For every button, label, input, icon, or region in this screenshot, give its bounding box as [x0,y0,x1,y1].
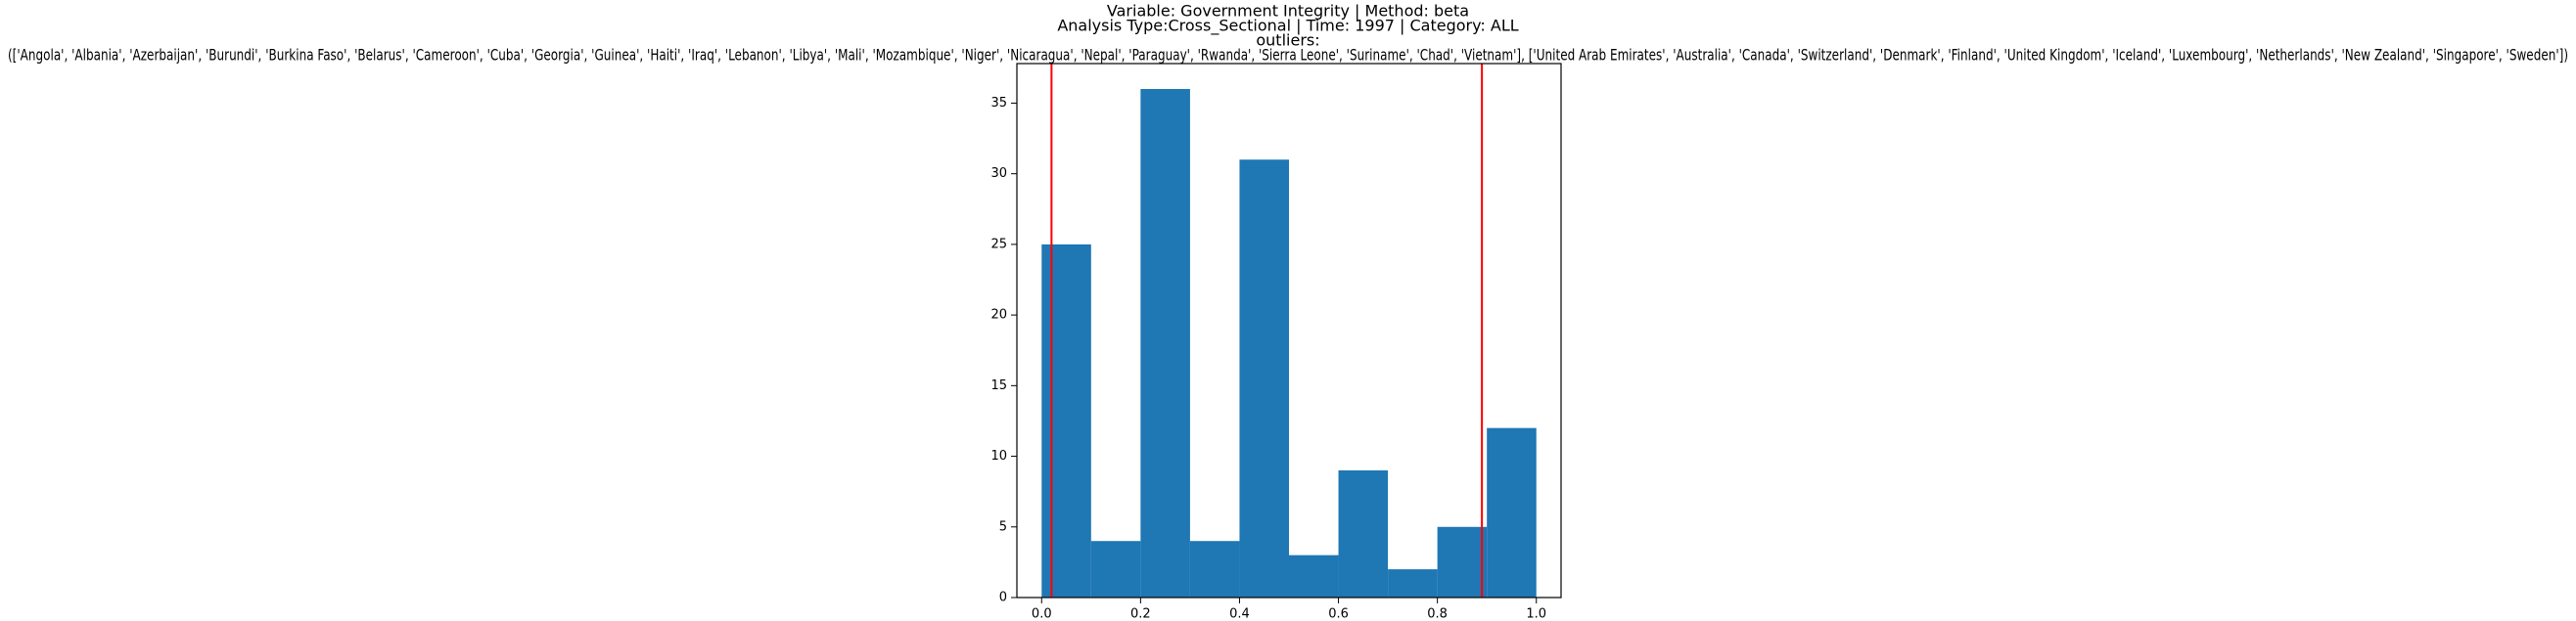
bar [1338,470,1389,598]
x-tick-label: 0.6 [1328,607,1349,621]
plot-frame [1016,63,1562,599]
y-tick-label: 0 [999,591,1007,605]
y-tick-label: 25 [990,237,1007,251]
bar [1289,554,1339,598]
chart-title: Variable: Government Integrity | Method:… [1107,2,1469,21]
bar [1239,159,1289,598]
chart-title: Analysis Type:Cross_Sectional | Time: 19… [1057,17,1518,36]
chart-title: outliers: [1256,31,1319,50]
y-tick-label: 20 [990,308,1007,323]
bar [1487,427,1537,598]
x-tick-label: 0.8 [1427,607,1448,621]
y-tick-label: 10 [990,449,1007,464]
chart-title: (['Angola', 'Albania', 'Azerbaijan', 'Bu… [8,46,2568,65]
bar [1140,89,1190,598]
x-tick-label: 0.0 [1032,607,1052,621]
x-tick-label: 1.0 [1526,607,1546,621]
y-tick-label: 35 [990,96,1007,111]
bar [1090,541,1141,598]
bar [1437,526,1488,598]
x-tick-label: 0.2 [1130,607,1151,621]
y-tick-label: 5 [999,519,1007,534]
bar [1388,569,1438,598]
y-tick-label: 15 [990,378,1007,393]
bar [1189,541,1240,598]
x-tick-label: 0.4 [1229,607,1250,621]
y-tick-label: 30 [990,166,1007,181]
bar [1041,244,1091,598]
